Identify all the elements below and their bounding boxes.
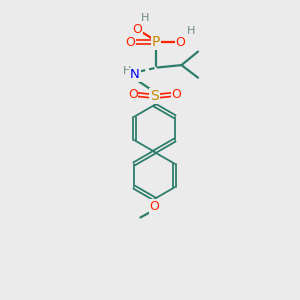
Text: O: O <box>126 35 135 49</box>
Text: O: O <box>171 88 181 101</box>
Text: H: H <box>141 13 150 23</box>
Text: O: O <box>150 200 159 213</box>
Text: O: O <box>133 23 142 36</box>
Text: H: H <box>187 26 196 36</box>
Text: P: P <box>152 35 160 49</box>
Text: O: O <box>176 35 185 49</box>
Text: O: O <box>128 88 138 101</box>
Text: N: N <box>130 68 140 82</box>
Text: S: S <box>150 89 159 103</box>
Text: H: H <box>123 65 131 76</box>
